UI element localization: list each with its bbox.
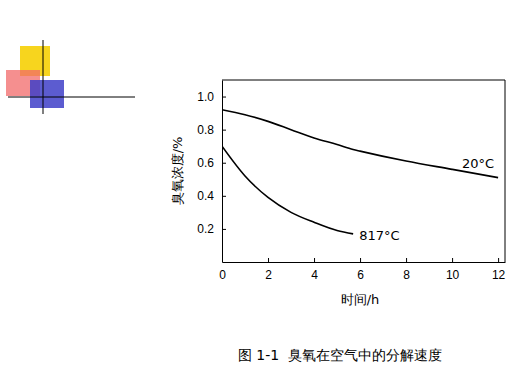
x-axis-line [223, 262, 506, 263]
y-tick: 1.0 [197, 90, 226, 104]
y-tick-label: 0.8 [197, 123, 214, 137]
series-labels: 20°C 817°C [359, 156, 494, 243]
x-tick-mark [406, 258, 407, 262]
frame-top [222, 80, 505, 81]
x-axis-title: 时间/h [341, 292, 380, 307]
x-tick: 2 [265, 258, 272, 282]
y-tick-label: 0.4 [197, 189, 214, 203]
y-tick: 0.6 [197, 156, 226, 170]
y-tick-mark [222, 229, 226, 230]
y-tick-mark [222, 196, 226, 197]
x-axis: 0 2 4 6 8 10 12 [219, 258, 505, 282]
deco-line [43, 40, 44, 114]
x-tick-label: 12 [492, 268, 506, 282]
x-tick-label: 8 [403, 268, 410, 282]
x-tick-label: 4 [311, 268, 318, 282]
x-tick-mark [360, 258, 361, 262]
x-tick-label: 0 [219, 268, 226, 282]
x-tick: 8 [403, 258, 410, 282]
x-tick-mark [452, 258, 453, 262]
y-tick-mark [222, 130, 226, 131]
series-label: 817°C [359, 228, 399, 243]
y-tick: 0.8 [197, 123, 226, 137]
x-tick-label: 2 [265, 268, 272, 282]
y-tick: 0.2 [197, 222, 226, 236]
x-tick: 4 [311, 258, 318, 282]
x-tick-label: 10 [446, 268, 460, 282]
y-tick-mark [222, 97, 226, 98]
y-axis: 0.2 0.4 0.6 0.8 1.0 [197, 81, 226, 263]
series-line [222, 110, 498, 178]
x-tick: 6 [357, 258, 364, 282]
decoration [6, 40, 135, 114]
deco-line [8, 97, 135, 98]
y-axis-line [222, 81, 223, 263]
chart-title: 图 1-1 臭氧在空气中的分解速度 [238, 347, 442, 363]
x-tick-mark [268, 258, 269, 262]
x-tick-mark [498, 258, 499, 262]
x-tick: 12 [492, 258, 506, 282]
y-tick-mark [222, 163, 226, 164]
x-tick-label: 6 [357, 268, 364, 282]
y-tick-label: 1.0 [197, 90, 214, 104]
y-axis-title: 臭氧浓度/% [170, 137, 185, 206]
y-tick-label: 0.2 [197, 222, 214, 236]
y-tick: 0.4 [197, 189, 226, 203]
deco-square [30, 80, 64, 108]
series-line [222, 146, 353, 234]
x-tick-mark [314, 258, 315, 262]
plot: 0 2 4 6 8 10 12 0.2 0.4 0.6 0.8 1.0 20°C 817°C [197, 80, 505, 282]
frame-right [505, 80, 506, 262]
x-tick: 10 [446, 258, 460, 282]
y-tick-label: 0.6 [197, 156, 214, 170]
chart-canvas: 0 2 4 6 8 10 12 0.2 0.4 0.6 0.8 1.0 20°C 817°C 时间/h 臭氧浓… [0, 0, 527, 388]
series-label: 20°C [462, 156, 494, 171]
series-group [222, 110, 498, 234]
